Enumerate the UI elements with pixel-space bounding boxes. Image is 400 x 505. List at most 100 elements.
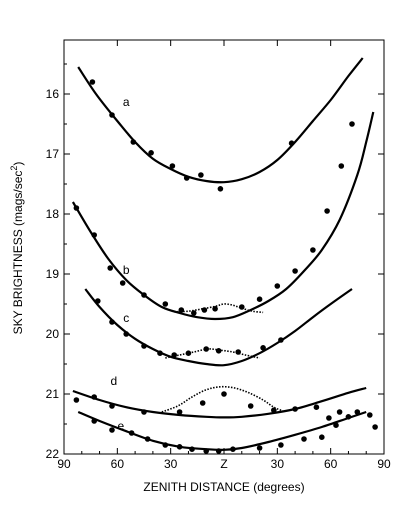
y-axis-label-main: SKY BRIGHTNESS (mags/sec [11, 171, 25, 335]
data-point-e-11 [278, 442, 284, 448]
data-point-c-5 [171, 352, 177, 358]
data-point-b-12 [274, 283, 281, 289]
y-axis-label-superscript: 2 [9, 166, 19, 171]
data-point-b-6 [178, 307, 185, 313]
x-tick-label-30: 30 [271, 457, 285, 471]
fit-curve-a [77, 57, 364, 184]
data-point-a-2 [130, 139, 137, 145]
data-point-e-4 [162, 442, 169, 448]
series-labels: a b c d e [110, 95, 129, 433]
x-tick-label-Z: Z [220, 457, 227, 471]
x-tick-label-60: 60 [111, 457, 125, 471]
data-point-e-14 [333, 422, 339, 429]
data-point-e-15 [345, 414, 352, 420]
data-point-b-14 [310, 247, 316, 253]
series-label-b: b [123, 263, 130, 277]
data-point-d-7 [247, 403, 254, 409]
y-tick-label-17: 17 [46, 147, 60, 161]
data-point-e-2 [128, 430, 135, 436]
dotted-curve-c [165, 348, 260, 359]
x-tick-label-90: 90 [57, 457, 71, 471]
data-point-b-17 [349, 121, 355, 127]
data-point-c-7 [203, 346, 209, 352]
data-point-b-2 [107, 265, 113, 271]
x-axis-ticks: 90 60 30 Z 30 60 90 [57, 40, 391, 471]
fit-curve-c [84, 288, 353, 367]
data-point-d-8 [271, 407, 277, 414]
data-point-a-8 [288, 140, 295, 146]
data-point-d-4 [176, 409, 183, 415]
data-point-c-4 [157, 350, 163, 357]
data-point-b-5 [162, 301, 169, 307]
data-point-c-8 [215, 348, 222, 354]
dotted-curve-d [161, 385, 283, 413]
data-point-d-6 [221, 391, 227, 397]
data-point-b-13 [292, 268, 298, 274]
y-tick-label-20: 20 [46, 327, 60, 341]
data-point-b-8 [201, 307, 208, 313]
data-point-e-9 [230, 446, 236, 453]
data-point-a-5 [183, 175, 190, 181]
data-point-c-6 [185, 350, 192, 357]
data-point-a-7 [217, 186, 224, 192]
x-tick-label-60: 60 [324, 457, 338, 471]
data-point-e-10 [256, 445, 263, 451]
data-point-e-13 [319, 434, 325, 441]
data-point-e-8 [215, 448, 222, 454]
fit-curve-b [71, 111, 375, 321]
y-axis-label: SKY BRIGHTNESS (mags/sec2) [9, 162, 25, 335]
data-point-a-6 [198, 172, 204, 178]
y-tick-label-19: 19 [46, 267, 60, 281]
data-point-b-4 [141, 292, 147, 298]
data-point-e-6 [189, 446, 195, 453]
data-point-e-12 [301, 436, 307, 442]
data-point-c-3 [141, 343, 147, 349]
y-tick-label-16: 16 [46, 87, 60, 101]
data-point-c-9 [235, 349, 241, 355]
data-point-d-11 [326, 415, 332, 421]
y-axis-label-close: ) [11, 162, 25, 166]
data-point-d-10 [313, 404, 320, 411]
data-point-c-0 [95, 298, 101, 304]
data-point-b-15 [324, 208, 330, 214]
data-point-d-9 [292, 406, 298, 412]
data-point-d-0 [73, 397, 80, 403]
data-point-b-7 [191, 310, 197, 316]
data-point-e-3 [144, 436, 151, 442]
fit-curves [71, 57, 375, 451]
data-point-a-0 [89, 79, 96, 85]
data-point-b-16 [338, 163, 345, 169]
data-point-e-16 [354, 409, 361, 415]
data-point-d-12 [336, 409, 343, 415]
data-point-c-10 [260, 345, 266, 351]
x-axis-label: ZENITH DISTANCE (degrees) [143, 480, 304, 494]
data-point-d-1 [91, 394, 97, 400]
data-point-b-11 [256, 296, 263, 303]
x-tick-label-30: 30 [164, 457, 178, 471]
data-point-b-0 [73, 205, 80, 211]
data-point-e-1 [109, 427, 115, 433]
data-point-d-2 [109, 403, 115, 409]
data-point-e-5 [176, 444, 183, 450]
data-points [73, 79, 378, 454]
data-point-c-2 [123, 331, 129, 337]
data-point-e-0 [91, 418, 97, 424]
data-point-e-18 [372, 424, 378, 430]
y-tick-label-21: 21 [46, 387, 60, 401]
data-point-a-1 [109, 112, 115, 118]
data-point-b-3 [119, 280, 126, 286]
data-point-c-11 [278, 337, 284, 343]
series-label-a: a [123, 95, 130, 109]
data-point-b-1 [91, 232, 97, 238]
series-label-c: c [123, 311, 129, 325]
data-point-d-3 [141, 409, 147, 415]
y-tick-label-22: 22 [46, 447, 60, 461]
data-point-e-17 [367, 412, 373, 418]
data-point-b-9 [212, 306, 218, 312]
y-tick-label-18: 18 [46, 207, 60, 221]
y-axis-ticks: 16 17 18 19 20 21 22 [46, 63, 384, 461]
data-point-b-10 [239, 304, 245, 310]
x-tick-label-90: 90 [377, 457, 391, 471]
